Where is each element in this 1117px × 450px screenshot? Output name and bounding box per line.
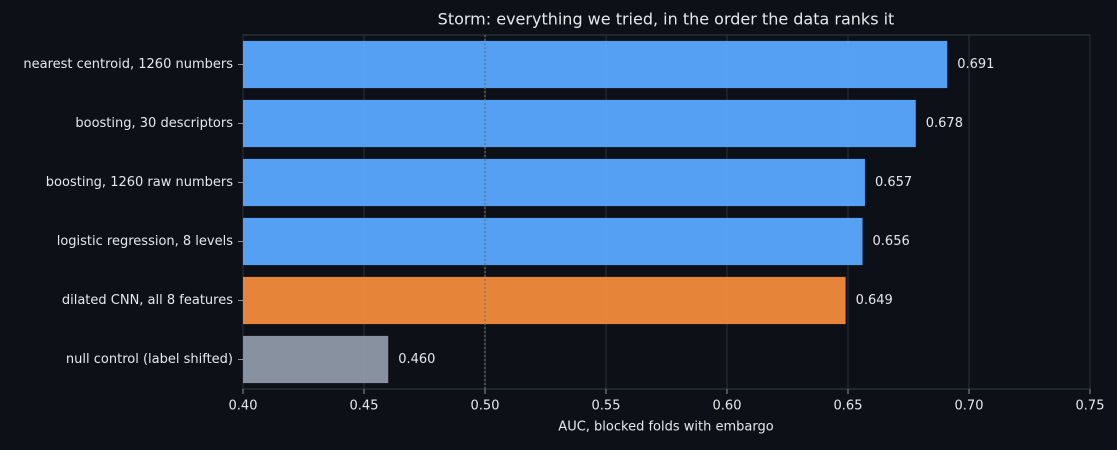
value-label: 0.649: [856, 293, 893, 308]
x-tick-label: 0.50: [471, 399, 500, 414]
bar: [243, 158, 865, 207]
x-tick-label: 0.45: [350, 399, 379, 414]
y-tick-label: logistic regression, 8 levels: [57, 234, 233, 249]
y-tick-label: boosting, 1260 raw numbers: [46, 175, 233, 190]
bar: [243, 276, 846, 325]
x-tick-label: 0.40: [229, 399, 258, 414]
y-tick-label: nearest centroid, 1260 numbers: [23, 57, 233, 72]
value-label: 0.678: [926, 116, 963, 131]
bar: [243, 217, 863, 266]
chart-title: Storm: everything we tried, in the order…: [438, 10, 895, 29]
value-label: 0.657: [875, 175, 912, 190]
bar: [243, 99, 916, 148]
bar: [243, 40, 948, 89]
x-tick-label: 0.75: [1076, 399, 1105, 414]
x-tick-label: 0.65: [834, 399, 863, 414]
x-tick-label: 0.70: [955, 399, 984, 414]
x-tick-label: 0.55: [592, 399, 621, 414]
y-tick-label: boosting, 30 descriptors: [75, 116, 233, 131]
bar: [243, 335, 389, 384]
y-tick-label: dilated CNN, all 8 features: [62, 293, 233, 308]
x-tick-label: 0.60: [713, 399, 742, 414]
value-label: 0.691: [957, 57, 994, 72]
value-label: 0.656: [873, 234, 910, 249]
value-label: 0.460: [398, 352, 435, 367]
y-tick-label: null control (label shifted): [66, 352, 233, 367]
x-axis-label: AUC, blocked folds with embargo: [558, 420, 773, 435]
